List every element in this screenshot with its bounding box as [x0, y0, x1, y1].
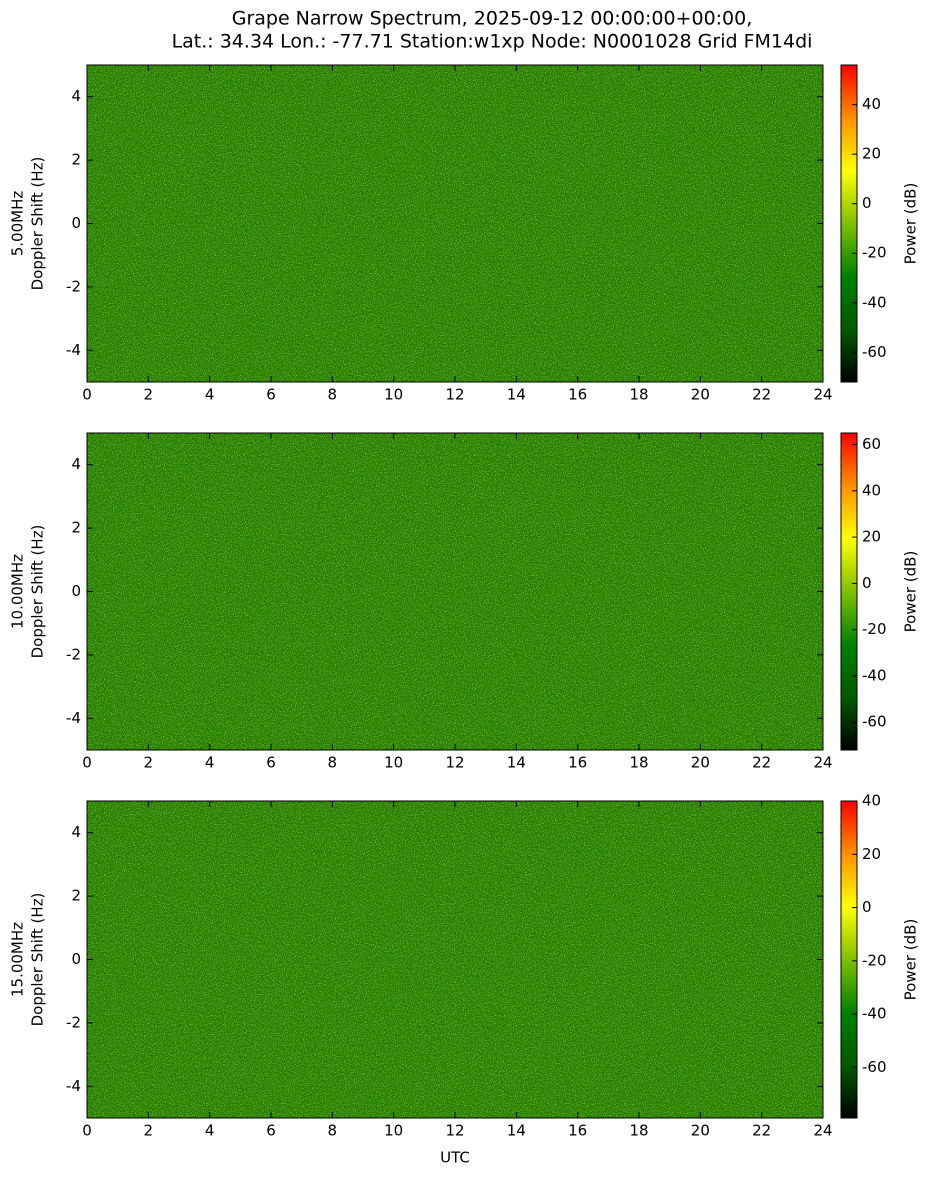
colorbar	[840, 432, 858, 751]
x-tick-label: 22	[752, 386, 771, 404]
colorbar-tick-label: 60	[862, 435, 881, 453]
x-tick-label: 14	[507, 386, 526, 404]
y-tick-label: 2	[71, 519, 81, 537]
x-tick-label: 18	[629, 386, 648, 404]
colorbar-tick-label: -40	[862, 293, 887, 311]
x-tick-label: 4	[205, 386, 215, 404]
x-tick-label: 22	[752, 1122, 771, 1140]
x-tick-label: 16	[568, 1122, 587, 1140]
colorbar-tick-label: -20	[862, 951, 887, 969]
x-tick-label: 8	[328, 386, 338, 404]
x-tick-label: 12	[445, 386, 464, 404]
x-tick-label: 18	[629, 1122, 648, 1140]
colorbar-tick-label: 20	[862, 528, 881, 546]
y-tick-label: 0	[71, 214, 81, 232]
x-tick-label: 16	[568, 386, 587, 404]
x-tick-label: 10	[384, 754, 403, 772]
x-tick-label: 2	[144, 754, 154, 772]
x-tick-label: 4	[205, 754, 215, 772]
x-tick-label: 22	[752, 754, 771, 772]
x-tick-label: 0	[82, 386, 92, 404]
y-axis-label: 15.00MHz	[9, 922, 27, 997]
x-tick-label: 8	[328, 1122, 338, 1140]
x-tick-label: 0	[82, 754, 92, 772]
y-tick-label: -4	[66, 709, 81, 727]
y-tick-label: -2	[66, 277, 81, 295]
colorbar-tick-label: 0	[862, 574, 872, 592]
y-tick-label: 4	[71, 455, 81, 473]
y-tick-label: 4	[71, 823, 81, 841]
colorbar	[840, 800, 858, 1119]
chart-title: Lat.: 34.34 Lon.: -77.71 Station:w1xp No…	[172, 31, 813, 53]
y-tick-label: -2	[66, 1013, 81, 1031]
x-tick-label: 24	[813, 1122, 832, 1140]
x-tick-label: 14	[507, 754, 526, 772]
spectrogram-speckle	[87, 801, 823, 1118]
x-tick-label: 6	[266, 1122, 276, 1140]
x-tick-label: 2	[144, 1122, 154, 1140]
x-tick-label: 18	[629, 754, 648, 772]
y-axis-label: 5.00MHz	[9, 191, 27, 257]
y-tick-label: -4	[66, 1077, 81, 1095]
y-tick-label: 0	[71, 950, 81, 968]
y-axis-label: 10.00MHz	[9, 554, 27, 629]
y-axis-label: Doppler Shift (Hz)	[29, 157, 47, 291]
x-tick-label: 14	[507, 1122, 526, 1140]
x-tick-label: 6	[266, 754, 276, 772]
colorbar-tick-label: 40	[862, 792, 881, 810]
x-tick-label: 24	[813, 754, 832, 772]
colorbar-tick-label: 40	[862, 95, 881, 113]
chart-title: Grape Narrow Spectrum, 2025-09-12 00:00:…	[232, 8, 753, 30]
colorbar-tick-label: 20	[862, 145, 881, 163]
x-tick-label: 20	[691, 1122, 710, 1140]
colorbar-tick-label: 0	[862, 194, 872, 212]
x-tick-label: 20	[691, 754, 710, 772]
x-tick-label: 6	[266, 386, 276, 404]
colorbar-tick-label: 0	[862, 898, 872, 916]
spectrogram-speckle	[87, 433, 823, 750]
x-tick-label: 20	[691, 386, 710, 404]
colorbar-tick-label: -60	[862, 1058, 887, 1076]
y-axis-label: Doppler Shift (Hz)	[29, 893, 47, 1027]
colorbar-tick-label: -60	[862, 343, 887, 361]
colorbar	[840, 64, 858, 383]
y-tick-label: -2	[66, 645, 81, 663]
x-tick-label: 2	[144, 386, 154, 404]
colorbar-tick-label: -20	[862, 620, 887, 638]
x-tick-label: 10	[384, 1122, 403, 1140]
y-axis-label: Doppler Shift (Hz)	[29, 525, 47, 659]
colorbar-label: Power (dB)	[902, 551, 920, 633]
y-tick-label: 2	[71, 151, 81, 169]
colorbar-tick-label: 20	[862, 845, 881, 863]
y-tick-label: 0	[71, 582, 81, 600]
x-tick-label: 12	[445, 1122, 464, 1140]
colorbar-tick-label: -40	[862, 666, 887, 684]
colorbar-label: Power (dB)	[902, 919, 920, 1001]
y-tick-label: 2	[71, 887, 81, 905]
x-tick-label: 10	[384, 386, 403, 404]
y-tick-label: 4	[71, 87, 81, 105]
x-tick-label: 8	[328, 754, 338, 772]
colorbar-tick-label: -20	[862, 244, 887, 262]
x-tick-label: 16	[568, 754, 587, 772]
colorbar-tick-label: -40	[862, 1005, 887, 1023]
x-tick-label: 4	[205, 1122, 215, 1140]
y-tick-label: -4	[66, 341, 81, 359]
colorbar-tick-label: 40	[862, 481, 881, 499]
x-axis-label: UTC	[440, 1149, 470, 1167]
x-tick-label: 0	[82, 1122, 92, 1140]
spectrogram-speckle	[87, 65, 823, 382]
colorbar-label: Power (dB)	[902, 183, 920, 265]
x-tick-label: 24	[813, 386, 832, 404]
x-tick-label: 12	[445, 754, 464, 772]
colorbar-tick-label: -60	[862, 713, 887, 731]
